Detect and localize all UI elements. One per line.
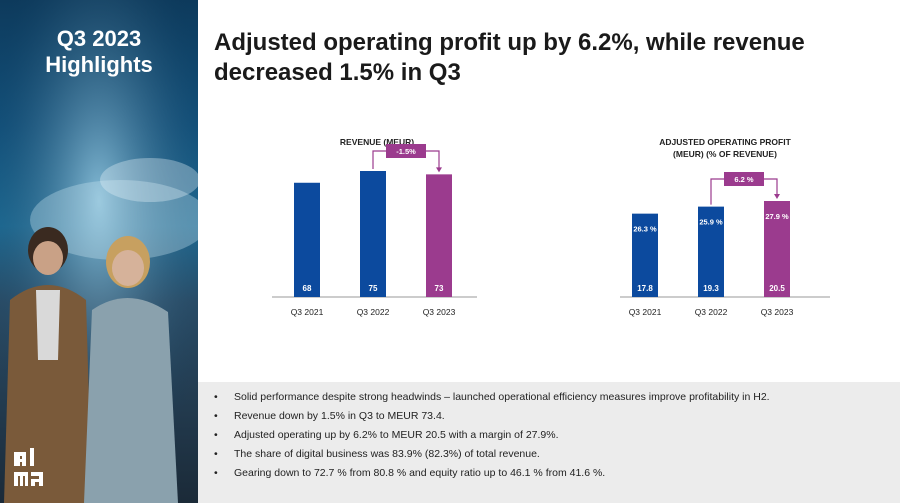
list-item-text: Revenue down by 1.5% in Q3 to MEUR 73.4. [234,410,445,422]
page-title: Adjusted operating profit up by 6.2%, wh… [214,28,874,88]
list-item-text: Solid performance despite strong headwin… [234,391,770,403]
bar-value-label: 17.8 [637,284,653,293]
revenue-chart: REVENUE (MEUR) 68 Q3 2021 75 Q3 2022 73 Q3 20… [262,130,492,330]
bar [698,206,724,297]
bar-value-label: 75 [369,284,378,293]
bar-value-label: 19.3 [703,284,719,293]
list-item-text: The share of digital business was 83.9% … [234,448,540,460]
bullet-icon: • [214,391,218,403]
change-badge [386,144,426,158]
page-title-line1: Adjusted operating profit up by 6.2%, wh… [214,29,805,56]
list-item: • Solid performance despite strong headwi… [214,388,900,407]
bar [294,182,320,297]
alma-logo [14,448,43,486]
bar [426,174,452,297]
margin-label: 26.3 % [633,225,657,234]
change-arrow-icon [436,167,442,173]
sidebar-title-line2: Highlights [45,52,153,77]
category-tick-label: Q3 2023 [423,307,456,317]
bullet-icon: • [214,448,218,460]
profit-chart-title-line2: (MEUR) (% OF REVENUE) [673,149,777,159]
change-badge-label: -1.5% [396,147,416,156]
bar-value-label: 68 [303,284,312,293]
sidebar-image-panel: Q3 2023 Highlights [0,0,198,503]
category-tick-label: Q3 2022 [695,307,728,317]
change-badge [724,172,764,186]
change-arrow-icon [774,194,780,199]
sidebar-title-line1: Q3 2023 [56,26,142,51]
margin-label: 25.9 % [699,218,723,227]
bullet-icon: • [214,467,218,479]
list-item: • The share of digital business was 83.9%… [214,445,900,464]
profit-chart: ADJUSTED OPERATING PROFIT (MEUR) (% OF R… [610,130,850,330]
margin-label: 27.9 % [765,212,789,221]
category-tick-label: Q3 2023 [761,307,794,317]
profit-chart-svg: ADJUSTED OPERATING PROFIT (MEUR) (% OF R… [620,137,830,317]
page-title-line2: decreased 1.5% in Q3 [214,59,461,86]
bar-value-label: 73 [435,284,444,293]
profit-chart-title-line1: ADJUSTED OPERATING PROFIT [659,137,791,147]
list-item: • Revenue down by 1.5% in Q3 to MEUR 73.4… [214,407,900,426]
list-item: • Adjusted operating up by 6.2% to MEUR 2… [214,426,900,445]
bullet-icon: • [214,429,218,441]
sidebar-photo [0,0,198,503]
sidebar-title: Q3 2023 Highlights [0,26,198,78]
category-tick-label: Q3 2021 [629,307,662,317]
bar [632,213,658,297]
revenue-chart-title: REVENUE (MEUR) [340,137,414,147]
bar [360,171,386,297]
revenue-chart-svg: REVENUE (MEUR) 68 Q3 2021 75 Q3 2022 73 Q3 20… [272,137,477,317]
category-tick-label: Q3 2021 [291,307,324,317]
change-badge-label: 6.2 % [734,175,754,184]
list-item-text: Adjusted operating up by 6.2% to MEUR 20… [234,429,559,441]
bar [764,201,790,297]
category-tick-label: Q3 2022 [357,307,390,317]
list-item-text: Gearing down to 72.7 % from 80.8 % and e… [234,467,606,479]
bullet-icon: • [214,410,218,422]
list-item: • Gearing down to 72.7 % from 80.8 % and … [214,464,900,483]
bar-value-label: 20.5 [769,284,785,293]
highlights-list: • Solid performance despite strong headwi… [198,382,900,503]
